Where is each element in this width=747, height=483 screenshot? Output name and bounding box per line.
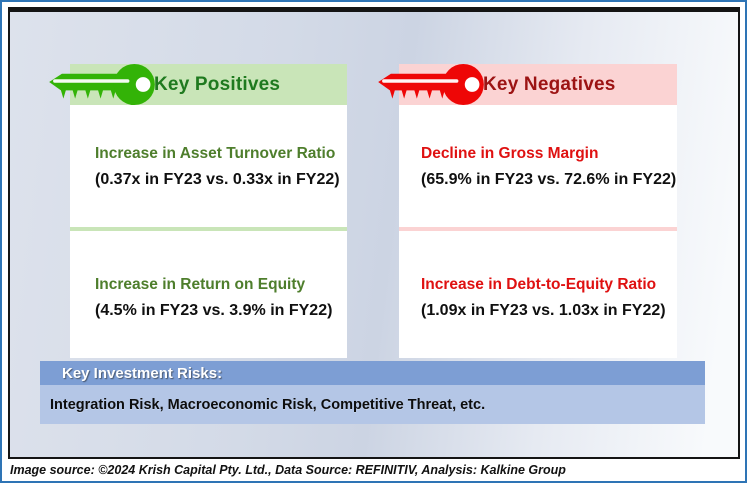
positive-card-title: Increase in Return on Equity [95,276,306,293]
negatives-card-divider [399,227,677,231]
negative-card-gross-margin: Decline in Gross Margin (65.9% in FY23 v… [399,105,677,227]
negatives-section: Key Negatives Decline in Gross Margin (6… [378,63,677,358]
investment-risks-banner: Key Investment Risks: Integration Risk, … [40,361,705,424]
green-key-icon [49,63,155,106]
positive-card-detail: (4.5% in FY23 vs. 3.9% in FY22) [95,301,333,319]
negative-card-debt-to-equity: Increase in Debt-to-Equity Ratio (1.09x … [399,231,677,358]
positive-card-title: Increase in Asset Turnover Ratio [95,145,336,162]
investment-risks-heading: Key Investment Risks: [40,361,705,385]
positives-section: Key Positives Increase in Asset Turnover… [49,63,347,358]
content-panel: Key Positives Increase in Asset Turnover… [8,7,740,459]
negatives-cards: Decline in Gross Margin (65.9% in FY23 v… [399,105,677,358]
negatives-header-band: Key Negatives [378,63,677,106]
positives-header-label: Key Positives [154,73,281,95]
negatives-header-label: Key Negatives [483,73,616,95]
red-key-icon [378,63,484,106]
positives-card-divider [70,227,347,231]
positive-card-return-on-equity: Increase in Return on Equity (4.5% in FY… [70,231,347,358]
investment-risks-text: Integration Risk, Macroeconomic Risk, Co… [40,385,705,424]
negative-card-detail: (65.9% in FY23 vs. 72.6% in FY22) [421,170,677,188]
negative-card-title: Decline in Gross Margin [421,145,599,162]
negative-card-title: Increase in Debt-to-Equity Ratio [421,276,657,293]
negative-card-detail: (1.09x in FY23 vs. 1.03x in FY22) [421,301,666,319]
positive-card-detail: (0.37x in FY23 vs. 0.33x in FY22) [95,170,340,188]
positive-card-asset-turnover: Increase in Asset Turnover Ratio (0.37x … [70,105,347,227]
positives-header-band: Key Positives [49,63,347,106]
positives-cards: Increase in Asset Turnover Ratio (0.37x … [70,105,347,358]
source-attribution: Image source: ©2024 Krish Capital Pty. L… [10,463,566,477]
